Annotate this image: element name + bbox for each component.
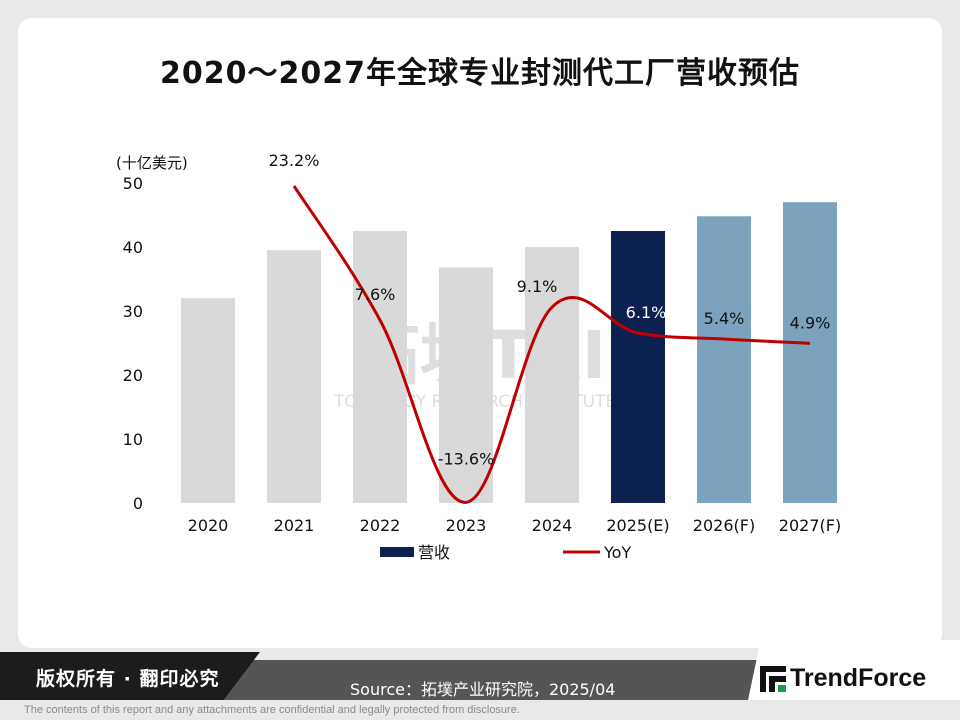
page-title: 2020～2027年全球专业封测代工厂营收预估 (160, 56, 800, 91)
legend-revenue-swatch (380, 547, 414, 557)
x-tick-label: 2027(F) (779, 516, 841, 535)
x-tick-label: 2021 (274, 516, 315, 535)
footer-copyright-block (0, 652, 260, 700)
legend-revenue-label: 营收 (418, 543, 450, 562)
yoy-data-label: 7.6% (355, 285, 396, 304)
x-tick-label: 2026(F) (693, 516, 755, 535)
y-tick-label: 40 (123, 238, 143, 257)
y-tick-label: 0 (133, 494, 143, 513)
x-tick-label: 2024 (532, 516, 573, 535)
bar-2024 (525, 247, 579, 503)
x-tick-label: 2022 (360, 516, 401, 535)
y-tick-label: 30 (123, 302, 143, 321)
source-text: Source：拓墣产业研究院，2025/04 (350, 680, 616, 699)
yoy-data-label: 6.1% (626, 303, 667, 322)
bar-2027(F) (783, 202, 837, 503)
x-tick-label: 2025(E) (606, 516, 669, 535)
bar-2022 (353, 231, 407, 503)
yoy-data-label: 9.1% (517, 277, 558, 296)
disclaimer-text: The contents of this report and any atta… (24, 704, 520, 716)
legend-yoy-label: YoY (603, 543, 631, 562)
bar-2025(E) (611, 231, 665, 503)
logo-text: TrendForce (790, 664, 927, 692)
bar-2020 (181, 298, 235, 503)
yoy-data-label: 5.4% (704, 309, 745, 328)
x-tick-label: 2020 (188, 516, 229, 535)
copyright-text: 版权所有 · 翻印必究 (36, 668, 220, 690)
x-tick-label: 2023 (446, 516, 487, 535)
y-tick-label: 50 (123, 174, 143, 193)
yoy-line (292, 185, 811, 504)
bar-2023 (439, 267, 493, 503)
y-unit-label: (十亿美元) (116, 154, 188, 172)
trendforce-logo-icon (760, 666, 786, 692)
y-tick-label: 20 (123, 366, 143, 385)
yoy-data-label: 23.2% (269, 151, 320, 170)
yoy-data-label: 4.9% (790, 313, 831, 332)
bar-2021 (267, 250, 321, 503)
bar-2026(F) (697, 216, 751, 503)
y-tick-label: 10 (123, 430, 143, 449)
yoy-data-label: -13.6% (438, 449, 495, 468)
